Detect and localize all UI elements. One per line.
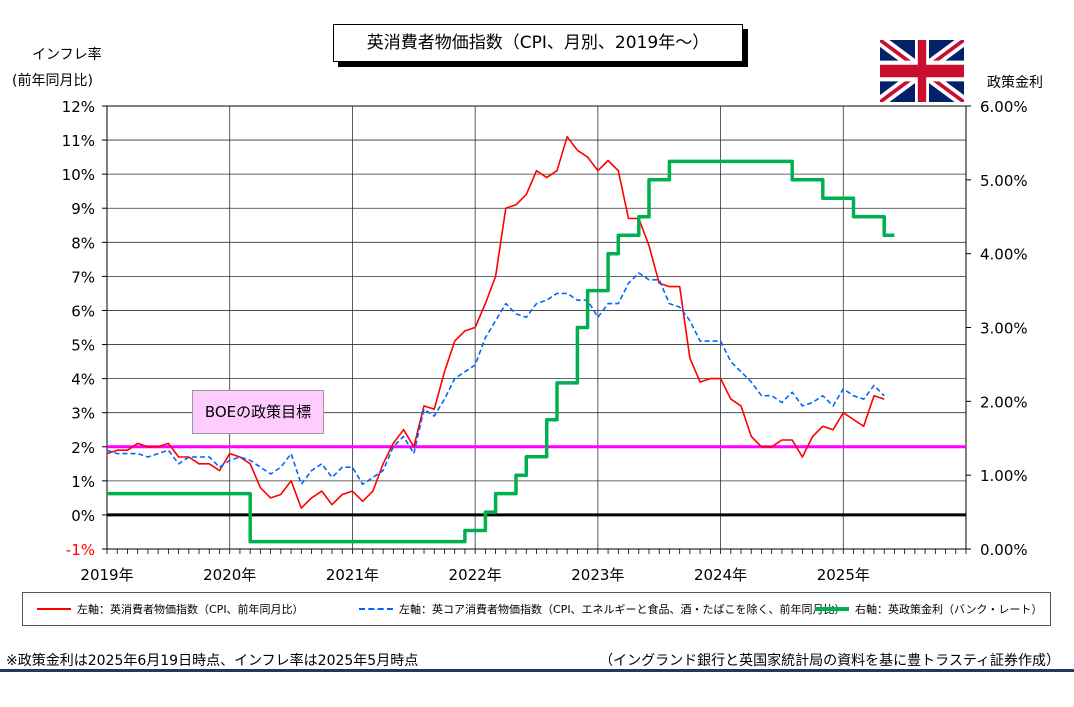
left-tick-label: 8% [71, 234, 95, 252]
left-tick-label: 7% [71, 268, 95, 286]
legend-swatch-cpi [37, 608, 71, 610]
left-axis-subtitle: (前年同月比) [12, 73, 93, 89]
legend-label-cpi: 左軸：英消費者物価指数（CPI、前年同月比） [77, 603, 304, 616]
union-jack-flag-icon [880, 40, 964, 102]
legend-item-core: 左軸：英コア消費者物価指数（CPI、エネルギーと食品、酒・たばこを除く、前年同月… [359, 593, 846, 625]
footnote-source: （イングランド銀行と英国家統計局の資料を基に豊トラスティ証券作成） [599, 653, 1060, 669]
left-tick-label: 12% [62, 98, 95, 116]
legend-swatch-core [359, 608, 393, 610]
grid [106, 105, 967, 550]
footnote-left: ※政策金利は2025年6月19日時点、インフレ率は2025年5月時点 [6, 653, 419, 669]
axes [102, 105, 971, 554]
legend-item-cpi: 左軸：英消費者物価指数（CPI、前年同月比） [37, 593, 304, 625]
series-line-1 [106, 272, 885, 486]
right-tick-label: 2.00% [980, 393, 1028, 411]
left-tick-label: 1% [71, 473, 95, 491]
right-tick-label: 1.00% [980, 467, 1028, 485]
x-tick-label: 2019年 [80, 566, 133, 584]
chart-title: 英消費者物価指数（CPI、月別、2019年～） [333, 24, 743, 62]
x-tick-label: 2025年 [817, 566, 870, 584]
left-tick-label: 3% [71, 405, 95, 423]
x-tick-label: 2024年 [694, 566, 747, 584]
tick-labels: -1% 0% 1% 2% 3% 4% 5% 6% 7% 8% 9% 10% 11% 12% 0.00% 1.0… [62, 98, 1028, 584]
left-axis-title: インフレ率 [32, 47, 102, 63]
x-tick-label: 2020年 [203, 566, 256, 584]
left-tick-label: 4% [71, 371, 95, 389]
right-axis-title: 政策金利 [987, 75, 1043, 91]
x-tick-label: 2023年 [571, 566, 624, 584]
right-tick-label: 0.00% [980, 541, 1028, 559]
series-line-0 [106, 135, 885, 509]
right-tick-label: 3.00% [980, 320, 1028, 338]
left-tick-label: 9% [71, 200, 95, 218]
right-tick-label: 4.00% [980, 246, 1028, 264]
legend-label-rate: 右軸：英政策金利（バンク・レート） [855, 603, 1043, 616]
series-lines [106, 135, 895, 544]
left-tick-label: 6% [71, 302, 95, 320]
x-tick-label: 2021年 [326, 566, 379, 584]
left-tick-label: 5% [71, 337, 95, 355]
left-tick-label: 0% [71, 507, 95, 525]
boe-target-label: BOEの政策目標 [192, 390, 324, 434]
bottom-rule [0, 669, 1074, 672]
legend-item-rate: 右軸：英政策金利（バンク・レート） [815, 593, 1042, 625]
left-tick-label: 2% [71, 439, 95, 457]
right-tick-label: 5.00% [980, 172, 1028, 190]
legend: 左軸：英消費者物価指数（CPI、前年同月比） 左軸：英コア消費者物価指数（CPI… [22, 592, 1051, 626]
left-tick-label: 10% [62, 166, 95, 184]
legend-swatch-rate [815, 607, 849, 611]
right-tick-label: 6.00% [980, 98, 1028, 116]
legend-label-core: 左軸：英コア消費者物価指数（CPI、エネルギーと食品、酒・たばこを除く、前年同月… [399, 603, 846, 616]
left-tick-label: -1% [66, 541, 95, 559]
x-tick-label: 2022年 [449, 566, 502, 584]
left-tick-label: 11% [62, 132, 95, 150]
series-line-2 [107, 159, 895, 544]
